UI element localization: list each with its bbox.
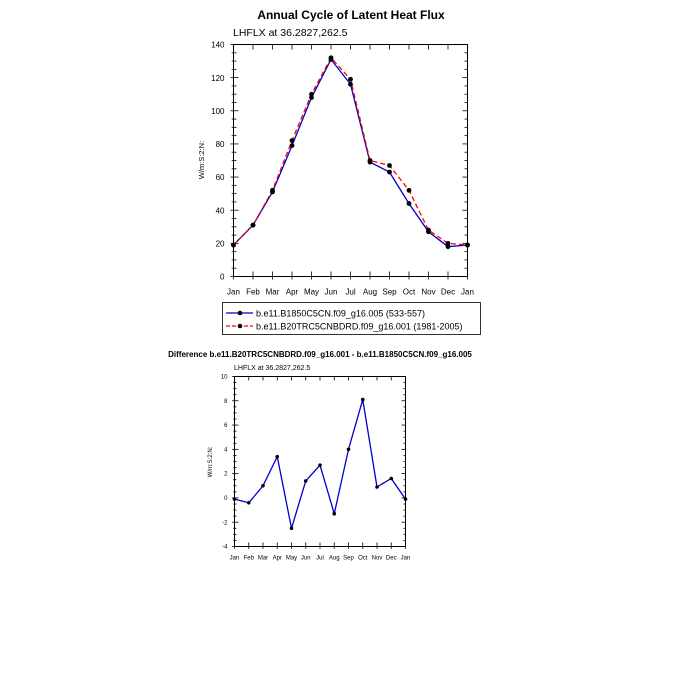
y-tick-label: 80 — [216, 140, 225, 149]
x-tick-label: Jan — [401, 556, 411, 562]
chart1-y-axis-label: W/m:S:2:N: — [197, 141, 206, 179]
series-1-point — [303, 479, 308, 483]
series-1-point — [232, 497, 237, 501]
y-tick-label: -4 — [222, 545, 228, 551]
y-tick-label: 140 — [211, 41, 225, 50]
legend-marker-series-1 — [237, 310, 243, 316]
series-1-point — [289, 526, 294, 531]
series-2-point — [231, 242, 236, 248]
x-tick-label: Oct — [403, 288, 416, 297]
series-2-point — [406, 187, 412, 193]
series-1-point — [246, 500, 251, 505]
x-tick-label: May — [286, 556, 297, 562]
chart1-title: Annual Cycle of Latent Heat Flux — [257, 8, 445, 22]
legend-box — [222, 302, 481, 335]
x-tick-label: Feb — [244, 556, 255, 562]
y-tick-label: 8 — [224, 399, 228, 405]
y-tick-label: 4 — [224, 447, 228, 453]
annual-cycle-chart: Annual Cycle of Latent Heat Flux LHFLX a… — [197, 8, 474, 297]
x-tick-label: Nov — [421, 288, 435, 297]
series-1-point — [309, 95, 314, 100]
x-tick-label: Jan — [461, 288, 474, 297]
chart2-plot-frame — [234, 376, 406, 547]
difference-chart: Difference b.e11.B20TRC5CNBDRD.f09_g16.0… — [168, 350, 472, 562]
series-1-point — [375, 485, 379, 489]
x-tick-label: Jan — [230, 556, 240, 562]
y-tick-label: -2 — [222, 520, 228, 526]
x-tick-label: Oct — [358, 556, 368, 562]
x-tick-label: Apr — [273, 556, 282, 562]
x-tick-label: Dec — [386, 556, 397, 562]
legend-label-series-1: b.e11.B1850C5CN.f09_g16.005 (533-557) — [256, 309, 425, 319]
x-tick-label: Apr — [286, 288, 299, 297]
x-tick-label: Aug — [363, 288, 377, 297]
series-2-point — [387, 163, 392, 168]
series-line-1 — [233, 58, 468, 248]
series-1-point — [406, 201, 412, 206]
x-tick-label: Jul — [345, 288, 355, 297]
x-tick-label: Mar — [258, 556, 268, 562]
series-2-point — [426, 227, 431, 233]
series-1-point — [346, 447, 351, 452]
x-tick-label: Feb — [246, 288, 260, 297]
series-1-point — [403, 497, 408, 501]
x-tick-label: Jul — [316, 556, 324, 562]
x-tick-label: Jun — [325, 288, 338, 297]
chart1-subtitle: LHFLX at 36.2827,262.5 — [233, 27, 348, 39]
chart2-subtitle: LHFLX at 36.2827,262.5 — [234, 365, 310, 372]
series-1-point — [348, 81, 353, 87]
series-2-point — [270, 187, 275, 193]
y-tick-label: 20 — [216, 240, 225, 249]
series-1-point — [360, 397, 365, 402]
y-tick-label: 0 — [224, 496, 228, 502]
x-tick-label: Nov — [372, 556, 383, 562]
series-2-point — [465, 242, 470, 248]
y-tick-label: 2 — [224, 472, 228, 478]
chart2-y-axis-label: W/m:S:2:N: — [208, 446, 214, 477]
series-1-point — [445, 244, 451, 250]
series-1-point — [389, 476, 394, 481]
series-2-point — [348, 76, 353, 82]
y-tick-label: 0 — [220, 273, 225, 282]
series-2-point — [445, 240, 451, 246]
legend-label-series-2: b.e11.B20TRC5CNBDRD.f09_g16.001 (1981-20… — [256, 322, 462, 332]
series-1-point — [275, 454, 280, 459]
x-tick-label: Aug — [329, 556, 340, 562]
chart1-legend: b.e11.B1850C5CN.f09_g16.005 (533-557) b.… — [222, 302, 481, 335]
x-tick-label: Jan — [227, 288, 240, 297]
y-tick-label: 40 — [216, 206, 225, 215]
series-1-point — [387, 169, 392, 175]
x-tick-label: Jun — [301, 556, 311, 562]
series-1-point — [261, 483, 265, 488]
x-tick-label: Sep — [382, 288, 397, 297]
y-tick-label: 120 — [211, 74, 225, 83]
x-tick-label: Dec — [441, 288, 455, 297]
series-2-point — [367, 158, 373, 163]
legend-marker-series-2 — [237, 323, 243, 329]
y-tick-label: 100 — [211, 107, 225, 116]
series-2-point — [309, 91, 314, 97]
series-2-point — [328, 55, 334, 61]
x-tick-label: May — [304, 288, 319, 297]
y-tick-label: 60 — [216, 173, 225, 182]
series-1-point — [332, 511, 337, 516]
series-1-point — [289, 143, 295, 148]
series-1-point — [318, 463, 322, 467]
y-tick-label: 10 — [221, 375, 228, 381]
y-tick-label: 6 — [224, 423, 228, 429]
series-2-point — [250, 222, 256, 228]
x-tick-label: Mar — [266, 288, 280, 297]
x-tick-label: Sep — [343, 556, 354, 562]
series-2-point — [289, 138, 295, 144]
chart2-title: Difference b.e11.B20TRC5CNBDRD.f09_g16.0… — [168, 350, 472, 359]
